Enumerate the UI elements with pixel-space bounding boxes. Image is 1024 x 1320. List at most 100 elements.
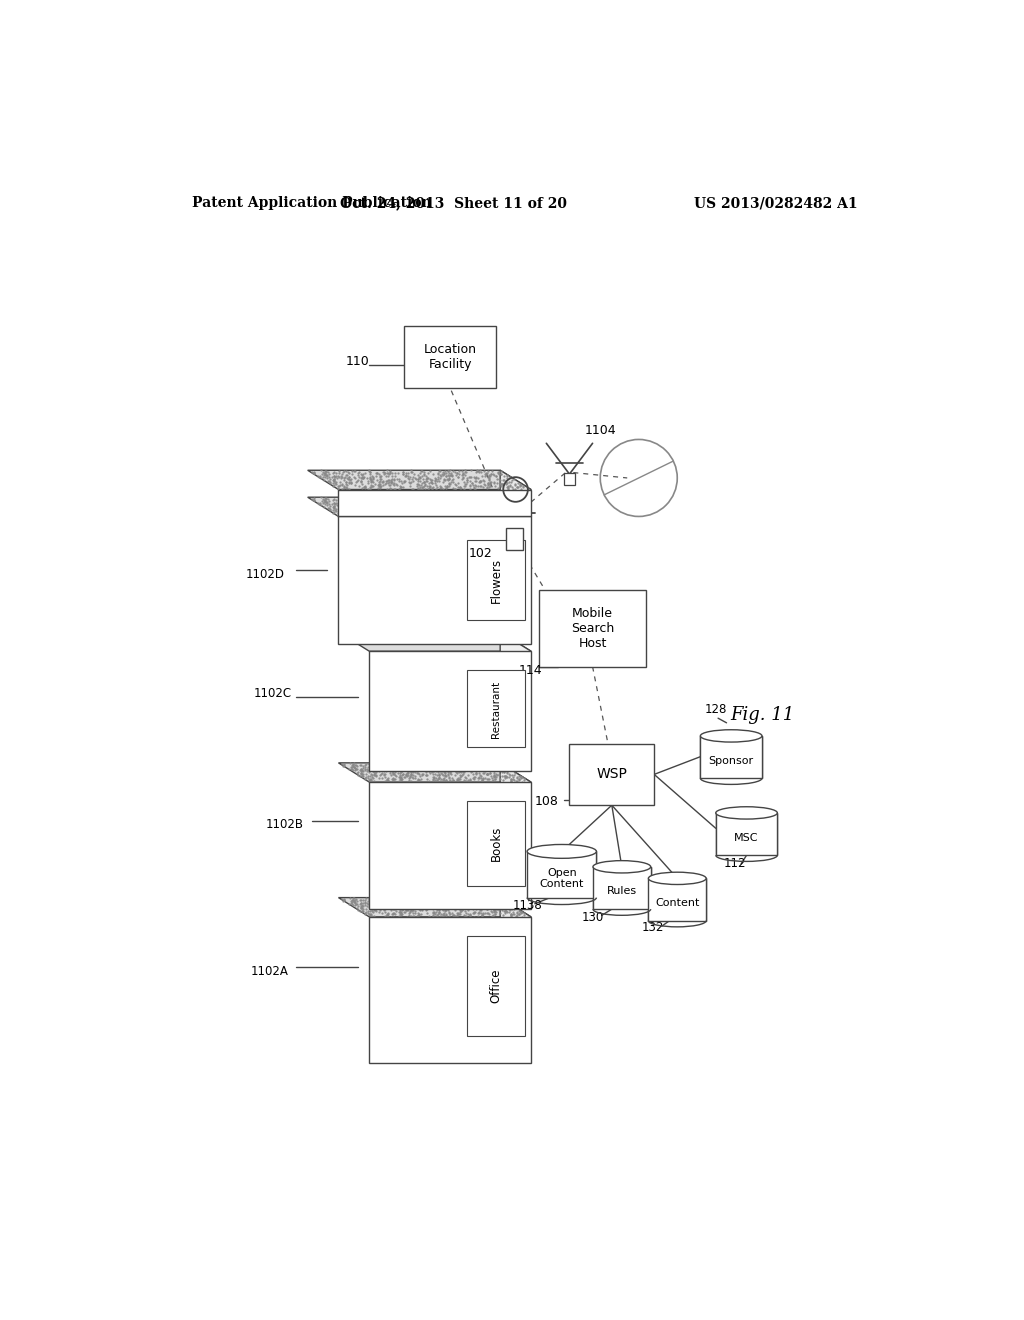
Point [410, 506, 426, 527]
Point [463, 459, 479, 480]
Point [454, 465, 470, 486]
Point [481, 503, 498, 524]
Point [326, 466, 342, 487]
Point [345, 494, 361, 515]
Point [383, 471, 399, 492]
Point [487, 767, 504, 788]
Point [426, 470, 442, 491]
Point [315, 488, 332, 510]
Point [478, 755, 495, 776]
Point [361, 762, 378, 783]
Point [472, 900, 488, 921]
Point [489, 490, 506, 511]
Point [501, 764, 517, 785]
Point [453, 758, 469, 779]
Point [474, 760, 490, 781]
Point [374, 890, 390, 911]
Point [469, 502, 485, 523]
Point [507, 500, 523, 521]
Point [424, 896, 440, 917]
Point [352, 898, 369, 919]
Point [402, 488, 419, 510]
Point [352, 890, 369, 911]
Point [430, 494, 446, 515]
Point [489, 756, 506, 777]
Point [502, 764, 518, 785]
Point [406, 892, 422, 913]
Point [470, 894, 486, 915]
Point [503, 768, 519, 789]
Point [413, 474, 429, 495]
Point [345, 755, 361, 776]
Point [379, 490, 395, 511]
Point [399, 763, 416, 784]
Point [492, 903, 508, 924]
Bar [403, 326, 497, 388]
Point [438, 770, 455, 791]
Point [500, 477, 516, 498]
Point [438, 502, 455, 523]
Point [358, 467, 375, 488]
Point [422, 763, 438, 784]
Point [395, 754, 412, 775]
Point [462, 770, 478, 791]
Point [318, 465, 335, 486]
Point [333, 495, 349, 516]
Point [487, 758, 504, 779]
Point [495, 770, 511, 791]
Point [312, 492, 329, 513]
Point [415, 503, 431, 524]
Point [410, 469, 426, 490]
Point [436, 762, 453, 783]
Point [479, 504, 496, 525]
Point [462, 478, 478, 499]
Point [495, 470, 511, 491]
Point [380, 890, 396, 911]
Point [384, 888, 400, 909]
Point [410, 771, 426, 792]
Point [352, 766, 369, 787]
Point [400, 762, 417, 783]
Point [404, 506, 421, 527]
Point [475, 767, 492, 788]
Point [468, 895, 484, 916]
Point [344, 891, 360, 912]
Point [366, 895, 382, 916]
Point [435, 764, 452, 785]
Point [456, 471, 472, 492]
Point [503, 903, 519, 924]
Point [433, 771, 450, 792]
Point [391, 506, 408, 527]
Point [339, 474, 355, 495]
Point [365, 492, 381, 513]
Point [315, 466, 332, 487]
Point [397, 767, 414, 788]
Point [482, 500, 499, 521]
Point [507, 502, 523, 523]
Point [419, 890, 435, 911]
Point [349, 462, 366, 483]
Point [498, 756, 514, 777]
Point [354, 491, 371, 512]
Point [402, 899, 419, 920]
Point [461, 494, 477, 515]
Point [423, 470, 439, 491]
Point [449, 888, 465, 909]
Point [426, 902, 442, 923]
Point [421, 503, 437, 524]
Point [506, 904, 522, 925]
Point [329, 498, 345, 519]
Point [365, 499, 381, 520]
Point [371, 504, 387, 525]
Point [419, 498, 435, 519]
Point [456, 498, 472, 519]
Point [406, 767, 422, 788]
Point [369, 888, 385, 909]
Point [364, 906, 380, 927]
Point [504, 470, 520, 491]
Text: WSP: WSP [596, 767, 628, 781]
Point [386, 764, 402, 785]
Point [354, 766, 371, 787]
Point [364, 764, 380, 785]
Point [511, 904, 527, 925]
